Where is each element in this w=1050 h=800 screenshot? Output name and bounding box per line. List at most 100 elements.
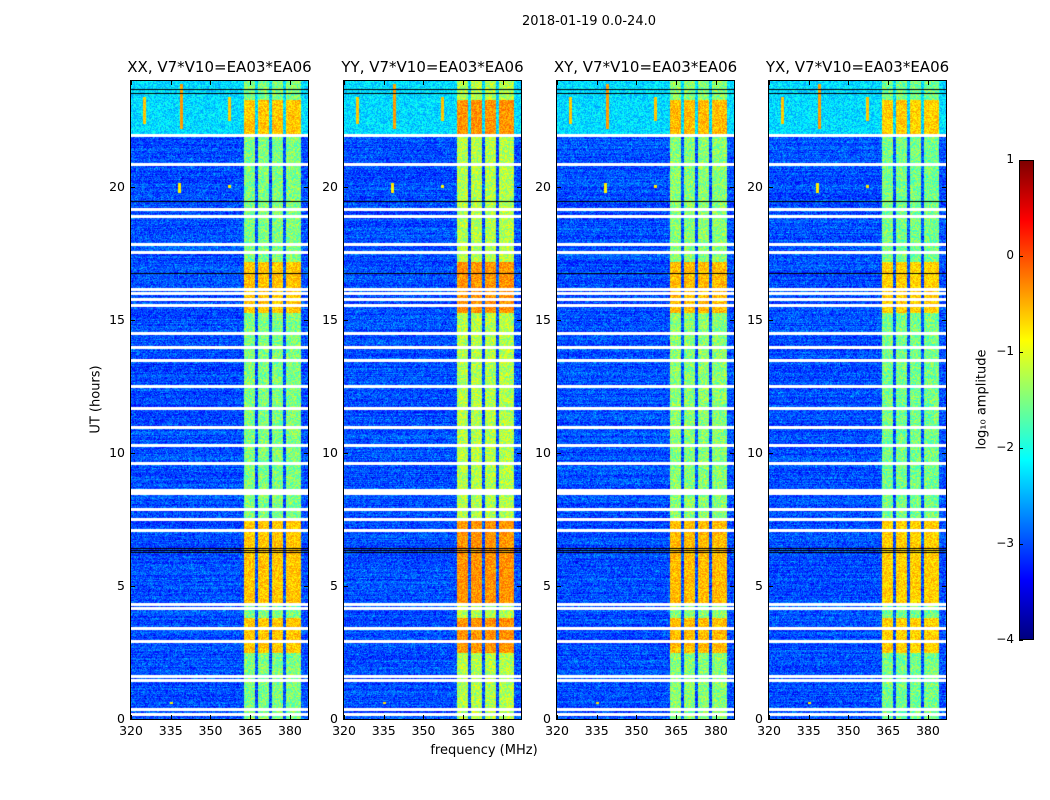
heatmap-panel bbox=[130, 80, 309, 720]
x-tick-mark bbox=[344, 715, 345, 719]
y-tick-mark bbox=[131, 453, 135, 455]
x-tick-label: 320 bbox=[119, 723, 143, 738]
panel-title: XX, V7*V10=EA03*EA06 bbox=[127, 58, 312, 76]
y-tick-mark bbox=[557, 453, 561, 455]
x-tick-mark bbox=[289, 81, 291, 85]
x-axis-label: frequency (MHz) bbox=[430, 743, 538, 758]
x-tick-label: 320 bbox=[757, 723, 781, 738]
x-tick-mark bbox=[557, 81, 558, 85]
x-tick-label: 380 bbox=[916, 723, 940, 738]
y-tick-mark bbox=[344, 719, 348, 720]
x-tick-label: 335 bbox=[371, 723, 396, 738]
x-tick-label: 350 bbox=[624, 723, 649, 738]
y-tick-label: 5 bbox=[117, 578, 125, 594]
x-tick-mark bbox=[636, 715, 638, 719]
colorbar-tick-label: 1 bbox=[1006, 152, 1014, 166]
y-tick-mark bbox=[557, 719, 561, 720]
panel-title: YY, V7*V10=EA03*EA06 bbox=[341, 58, 524, 76]
x-tick-mark bbox=[596, 715, 598, 719]
x-tick-mark bbox=[848, 81, 850, 85]
y-tick-mark bbox=[730, 586, 734, 588]
heatmap-panel bbox=[556, 80, 735, 720]
y-tick-label: 0 bbox=[543, 711, 551, 726]
y-tick-mark bbox=[344, 187, 348, 189]
y-tick-mark bbox=[769, 187, 773, 189]
x-tick-mark bbox=[383, 81, 385, 85]
y-tick-label: 10 bbox=[322, 445, 338, 461]
y-tick-label: 5 bbox=[755, 578, 763, 594]
x-tick-mark bbox=[557, 715, 558, 719]
y-tick-label: 0 bbox=[755, 711, 763, 726]
x-tick-mark bbox=[715, 81, 717, 85]
x-tick-mark bbox=[927, 81, 929, 85]
x-tick-mark bbox=[715, 715, 717, 719]
y-axis-label: UT (hours) bbox=[88, 365, 104, 434]
x-tick-label: 380 bbox=[491, 723, 515, 738]
x-tick-mark bbox=[423, 81, 425, 85]
x-tick-mark bbox=[250, 715, 252, 719]
y-tick-mark bbox=[517, 187, 521, 189]
y-tick-mark bbox=[344, 453, 348, 455]
colorbar-tick-label: −1 bbox=[996, 344, 1014, 358]
y-tick-mark bbox=[304, 320, 308, 322]
y-tick-mark bbox=[730, 187, 734, 189]
x-tick-mark bbox=[170, 81, 172, 85]
y-tick-mark bbox=[769, 320, 773, 322]
colorbar-tick-label: 0 bbox=[1006, 248, 1014, 262]
colorbar-tick-mark bbox=[1019, 448, 1023, 449]
x-tick-mark bbox=[848, 715, 850, 719]
x-tick-mark bbox=[769, 81, 770, 85]
x-tick-mark bbox=[596, 81, 598, 85]
y-tick-mark bbox=[304, 719, 308, 720]
y-tick-mark bbox=[131, 187, 135, 189]
y-tick-mark bbox=[942, 320, 946, 322]
x-tick-mark bbox=[769, 715, 770, 719]
y-tick-label: 20 bbox=[747, 179, 763, 195]
x-tick-label: 365 bbox=[664, 723, 689, 738]
x-tick-mark bbox=[676, 81, 678, 85]
y-tick-mark bbox=[942, 453, 946, 455]
y-tick-mark bbox=[517, 320, 521, 322]
x-tick-mark bbox=[344, 81, 345, 85]
x-tick-label: 350 bbox=[836, 723, 861, 738]
y-tick-mark bbox=[304, 453, 308, 455]
x-tick-label: 365 bbox=[876, 723, 901, 738]
y-tick-label: 10 bbox=[747, 445, 763, 461]
heatmap-image bbox=[344, 81, 521, 719]
x-tick-label: 350 bbox=[411, 723, 436, 738]
x-tick-mark bbox=[463, 81, 465, 85]
x-tick-label: 320 bbox=[545, 723, 569, 738]
y-tick-label: 5 bbox=[543, 578, 551, 594]
y-tick-label: 15 bbox=[535, 312, 551, 328]
y-tick-mark bbox=[730, 453, 734, 455]
x-tick-mark bbox=[170, 715, 172, 719]
y-tick-label: 20 bbox=[535, 179, 551, 195]
x-tick-mark bbox=[423, 715, 425, 719]
y-tick-mark bbox=[942, 586, 946, 588]
colorbar-tick-mark bbox=[1019, 256, 1023, 257]
x-tick-mark bbox=[250, 81, 252, 85]
y-tick-mark bbox=[517, 719, 521, 720]
y-tick-label: 20 bbox=[322, 179, 338, 195]
colorbar-tick-mark bbox=[1019, 640, 1023, 641]
y-tick-mark bbox=[517, 453, 521, 455]
y-tick-mark bbox=[730, 719, 734, 720]
x-tick-mark bbox=[636, 81, 638, 85]
y-tick-label: 0 bbox=[330, 711, 338, 726]
colorbar-tick-mark bbox=[1019, 160, 1023, 161]
x-tick-label: 365 bbox=[238, 723, 263, 738]
colorbar-tick-label: −2 bbox=[996, 440, 1014, 454]
panel-title: XY, V7*V10=EA03*EA06 bbox=[553, 58, 738, 76]
colorbar-tick-label: −3 bbox=[996, 536, 1014, 550]
figure-title: 2018-01-19 0.0-24.0 bbox=[522, 14, 656, 29]
y-tick-mark bbox=[344, 320, 348, 322]
colorbar-tick-mark bbox=[1019, 544, 1023, 545]
y-tick-label: 10 bbox=[535, 445, 551, 461]
x-tick-label: 335 bbox=[584, 723, 609, 738]
y-tick-mark bbox=[304, 187, 308, 189]
panel-title: YX, V7*V10=EA03*EA06 bbox=[765, 58, 950, 76]
y-tick-label: 15 bbox=[747, 312, 763, 328]
y-tick-label: 20 bbox=[109, 179, 125, 195]
x-tick-mark bbox=[131, 715, 132, 719]
x-tick-mark bbox=[888, 81, 890, 85]
